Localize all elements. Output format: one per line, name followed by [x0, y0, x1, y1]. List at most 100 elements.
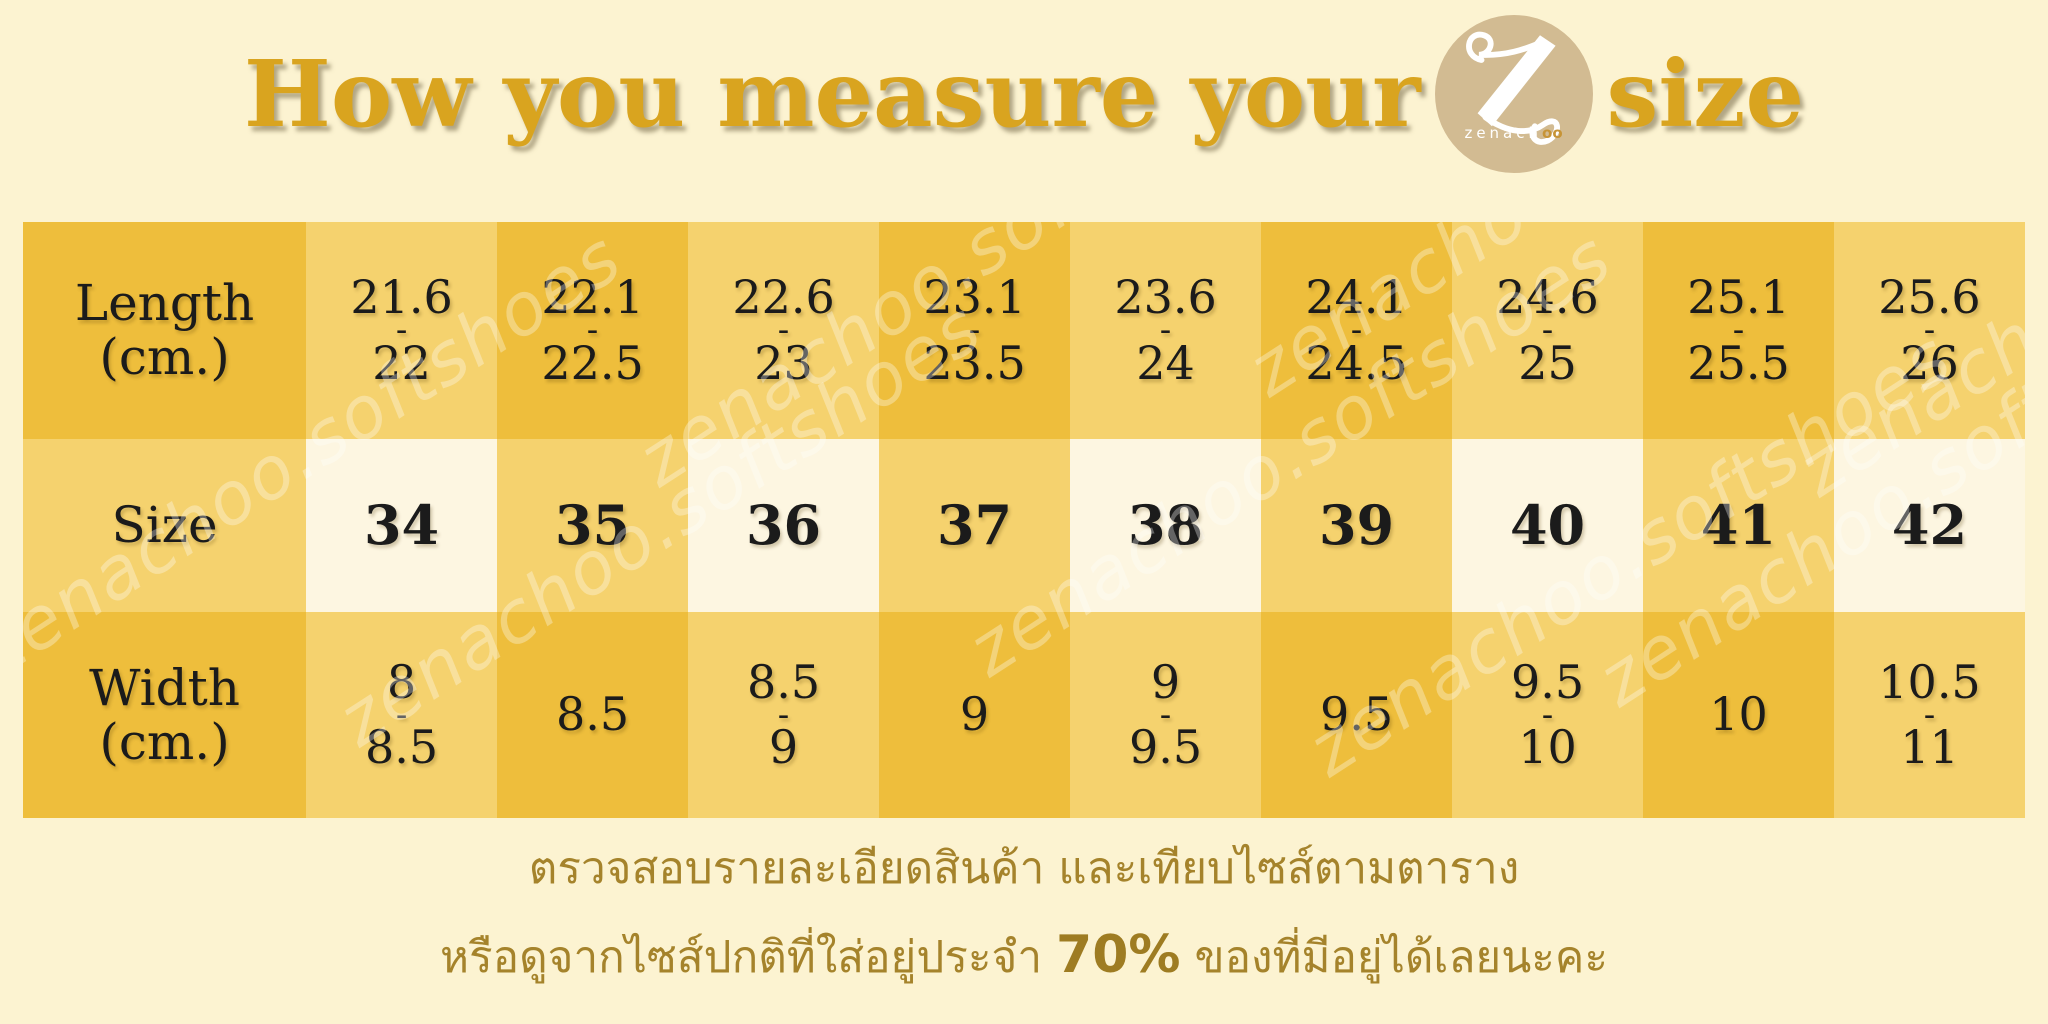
page-title-suffix: size	[1606, 40, 1805, 148]
cell-text: (cm.)	[99, 328, 230, 387]
table-cell: 36	[688, 438, 880, 612]
table-cell: 10	[1643, 611, 1834, 818]
cell-text: Width	[89, 658, 240, 717]
cell-text: 26	[1900, 335, 1959, 390]
size-table: Length (cm.) 21.6-22 22.1-22.5 22.6-23 23.1-2…	[23, 222, 2025, 818]
cell-text: -	[586, 310, 599, 351]
cell-text: 10	[1518, 720, 1577, 775]
cell-text: -	[777, 310, 790, 351]
row-header-cell: Size	[23, 438, 307, 612]
cell-text: -	[1159, 694, 1172, 735]
cell-text: 21.6	[350, 270, 453, 325]
cell-text: 37	[936, 492, 1013, 557]
cell-text: -	[1923, 310, 1936, 351]
table-cell: 24.1-24.5	[1261, 222, 1453, 439]
cell-text: 10.5	[1878, 654, 1981, 709]
cell-text: 10	[1709, 687, 1768, 742]
cell-text: 9	[1150, 654, 1181, 709]
cell-text: Length	[74, 274, 255, 333]
footer-percentage: 70%	[1056, 925, 1181, 985]
cell-text: 9.5	[1128, 720, 1203, 775]
brand-wordmark: zenachoo	[1435, 126, 1593, 141]
cell-text: 25.1	[1687, 270, 1790, 325]
table-cell: 21.6-22	[306, 222, 498, 439]
cell-text: -	[395, 310, 408, 351]
table-cell: 39	[1261, 438, 1453, 612]
table-cell: 23.1-23.5	[879, 222, 1071, 439]
cell-text: 8.5	[746, 654, 821, 709]
row-header-cell: Length (cm.)	[23, 222, 307, 439]
cell-text: 36	[745, 492, 822, 557]
cell-text: 23.1	[923, 270, 1026, 325]
cell-text: 9.5	[1319, 687, 1394, 742]
cell-text: -	[968, 310, 981, 351]
cell-text: 24.5	[1305, 335, 1408, 390]
cell-text: 8.5	[364, 720, 439, 775]
row-header-cell: Width (cm.)	[23, 611, 307, 818]
table-cell: 37	[879, 438, 1071, 612]
cell-text: 8.5	[555, 687, 630, 742]
cell-text: 22.5	[541, 335, 644, 390]
table-cell: 25.6-26	[1834, 222, 2025, 439]
cell-text: -	[1732, 310, 1745, 351]
cell-text: 23.5	[923, 335, 1026, 390]
cell-text: 9	[959, 687, 990, 742]
table-cell: 8.5	[497, 611, 689, 818]
cell-text: 38	[1127, 492, 1204, 557]
cell-text: -	[1541, 310, 1554, 351]
table-cell: 9.5	[1261, 611, 1453, 818]
table-cell: 42	[1834, 438, 2025, 612]
table-cell: 38	[1070, 438, 1262, 612]
page-title-prefix: How you measure your	[243, 40, 1421, 148]
cell-text: 22.1	[541, 270, 644, 325]
cell-text: Size	[111, 496, 218, 555]
brand-logo: zenachoo	[1434, 15, 1593, 173]
cell-text: 8	[386, 654, 417, 709]
table-cell: 25.1-25.5	[1643, 222, 1834, 439]
footer-line2: หรือดูจากไซส์ปกติที่ใส่อยู่ประจำ 70% ของ…	[0, 916, 2048, 994]
cell-text: 9	[768, 720, 799, 775]
table-cell: 24.6-25	[1452, 222, 1644, 439]
size-table-grid: Length (cm.) 21.6-22 22.1-22.5 22.6-23 23.1-2…	[23, 222, 2025, 818]
cell-text: 42	[1891, 492, 1968, 557]
cell-text: -	[1541, 694, 1554, 735]
cell-text: 24	[1136, 335, 1195, 390]
cell-text: 40	[1509, 492, 1586, 557]
cell-text: 24.1	[1305, 270, 1408, 325]
brand-wordmark-text: zenach	[1464, 124, 1543, 142]
table-cell: 9	[879, 611, 1071, 818]
cell-text: 23	[754, 335, 813, 390]
page-header: How you measure your zenachoo size	[0, 0, 2048, 188]
cell-text: 39	[1318, 492, 1395, 557]
cell-text: 25.5	[1687, 335, 1790, 390]
cell-text: 9.5	[1510, 654, 1585, 709]
cell-text: 23.6	[1114, 270, 1217, 325]
cell-text: 11	[1900, 720, 1959, 775]
cell-text: -	[395, 694, 408, 735]
cell-text: (cm.)	[99, 712, 230, 771]
script-z-icon	[1465, 31, 1560, 145]
cell-text: -	[1350, 310, 1363, 351]
table-cell: 23.6-24	[1070, 222, 1262, 439]
cell-text: -	[777, 694, 790, 735]
table-cell: 41	[1643, 438, 1834, 612]
table-cell: 9.5-10	[1452, 611, 1644, 818]
cell-text: -	[1923, 694, 1936, 735]
table-cell: 10.5-11	[1834, 611, 2025, 818]
footer-line2-start: หรือดูจากไซส์ปกติที่ใส่อยู่ประจำ	[440, 932, 1043, 983]
cell-text: 34	[363, 492, 440, 557]
table-cell: 8.5-9	[688, 611, 880, 818]
cell-text: -	[1159, 310, 1172, 351]
cell-text: 22	[372, 335, 431, 390]
table-cell: 22.1-22.5	[497, 222, 689, 439]
cell-text: 35	[554, 492, 631, 557]
cell-text: 22.6	[732, 270, 835, 325]
table-cell: 35	[497, 438, 689, 612]
table-cell: 9-9.5	[1070, 611, 1262, 818]
table-cell: 8-8.5	[306, 611, 498, 818]
cell-text: 41	[1700, 492, 1777, 557]
footer-note: ตรวจสอบรายละเอียดสินค้า และเทียบไซส์ตามต…	[0, 836, 2048, 1008]
cell-text: 24.6	[1496, 270, 1599, 325]
table-cell: 34	[306, 438, 498, 612]
